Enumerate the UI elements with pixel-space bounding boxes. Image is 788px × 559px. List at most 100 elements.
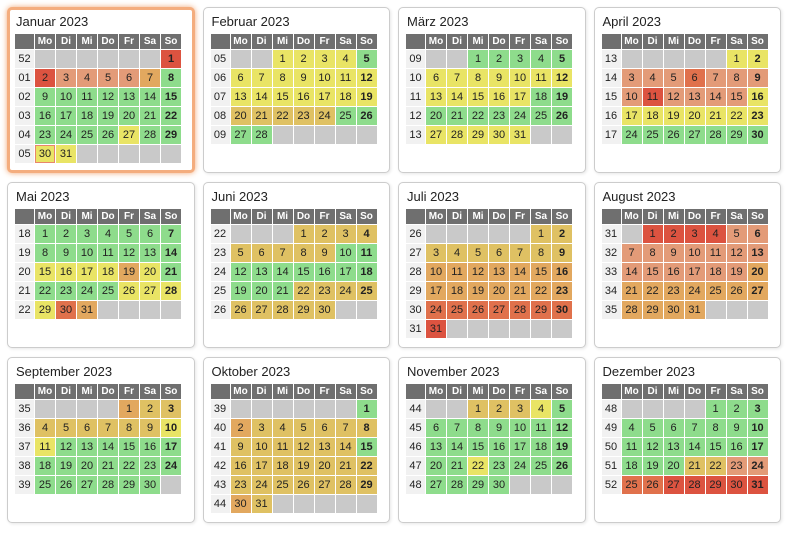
day-cell[interactable]: 3 — [621, 69, 642, 87]
day-cell[interactable]: 9 — [489, 69, 509, 87]
day-cell[interactable]: 3 — [510, 50, 530, 68]
day-cell[interactable]: 2 — [747, 50, 768, 68]
day-cell[interactable]: 21 — [251, 107, 272, 125]
day-cell[interactable]: 7 — [161, 225, 181, 243]
day-cell[interactable]: 10 — [56, 88, 76, 106]
day-cell[interactable]: 2 — [552, 225, 572, 243]
day-cell[interactable]: 26 — [468, 301, 488, 319]
day-cell[interactable]: 17 — [684, 263, 705, 281]
day-cell[interactable]: 9 — [314, 244, 335, 262]
day-cell[interactable]: 10 — [335, 244, 356, 262]
day-cell[interactable]: 11 — [531, 69, 551, 87]
day-cell[interactable]: 10 — [314, 69, 335, 87]
day-cell[interactable]: 25 — [531, 107, 551, 125]
day-cell[interactable]: 16 — [552, 263, 572, 281]
day-cell[interactable]: 13 — [140, 244, 160, 262]
day-cell[interactable]: 1 — [468, 400, 488, 418]
day-cell[interactable]: 4 — [642, 69, 663, 87]
day-cell[interactable]: 24 — [161, 457, 181, 475]
day-cell[interactable]: 26 — [726, 282, 747, 300]
day-cell[interactable]: 20 — [230, 107, 251, 125]
day-cell[interactable]: 26 — [119, 282, 139, 300]
day-cell[interactable]: 24 — [314, 107, 335, 125]
day-cell[interactable]: 19 — [230, 282, 251, 300]
day-cell[interactable]: 10 — [251, 438, 272, 456]
day-cell[interactable]: 23 — [489, 457, 509, 475]
day-cell[interactable]: 15 — [468, 88, 488, 106]
day-cell[interactable]: 22 — [705, 457, 726, 475]
day-cell[interactable]: 23 — [489, 107, 509, 125]
day-cell[interactable]: 31 — [77, 301, 97, 319]
day-cell[interactable]: 25 — [447, 301, 467, 319]
day-cell[interactable]: 7 — [140, 69, 160, 87]
day-cell[interactable]: 12 — [119, 244, 139, 262]
day-cell[interactable]: 3 — [510, 400, 530, 418]
day-cell[interactable]: 14 — [705, 88, 726, 106]
day-cell[interactable]: 28 — [447, 476, 467, 494]
day-cell[interactable]: 3 — [684, 225, 705, 243]
day-cell[interactable]: 24 — [510, 457, 530, 475]
day-cell[interactable]: 5 — [552, 400, 572, 418]
day-cell[interactable]: 17 — [510, 88, 530, 106]
day-cell[interactable]: 17 — [251, 457, 272, 475]
day-cell[interactable]: 21 — [272, 282, 293, 300]
day-cell[interactable]: 17 — [56, 107, 76, 125]
day-cell[interactable]: 1 — [293, 225, 314, 243]
day-cell[interactable]: 7 — [335, 419, 356, 437]
day-cell[interactable]: 21 — [447, 457, 467, 475]
day-cell[interactable]: 30 — [314, 301, 335, 319]
day-cell[interactable]: 24 — [77, 282, 97, 300]
day-cell[interactable]: 30 — [663, 301, 684, 319]
day-cell[interactable]: 15 — [293, 263, 314, 281]
day-cell[interactable]: 7 — [510, 244, 530, 262]
day-cell[interactable]: 26 — [663, 126, 684, 144]
day-cell[interactable]: 4 — [531, 400, 551, 418]
day-cell[interactable]: 24 — [335, 282, 356, 300]
day-cell[interactable]: 14 — [140, 88, 160, 106]
day-cell[interactable]: 23 — [726, 457, 747, 475]
day-cell[interactable]: 19 — [293, 457, 314, 475]
day-cell[interactable]: 27 — [77, 476, 97, 494]
day-cell[interactable]: 16 — [56, 263, 76, 281]
day-cell[interactable]: 14 — [447, 88, 467, 106]
day-cell[interactable]: 18 — [531, 88, 551, 106]
day-cell[interactable]: 27 — [426, 476, 446, 494]
day-cell[interactable]: 7 — [98, 419, 118, 437]
day-cell[interactable]: 20 — [77, 457, 97, 475]
day-cell[interactable]: 24 — [426, 301, 446, 319]
day-cell[interactable]: 6 — [140, 225, 160, 243]
day-cell[interactable]: 7 — [272, 244, 293, 262]
day-cell[interactable]: 8 — [356, 419, 377, 437]
day-cell[interactable]: 24 — [684, 282, 705, 300]
day-cell[interactable]: 16 — [35, 107, 55, 125]
day-cell[interactable]: 8 — [119, 419, 139, 437]
day-cell[interactable]: 12 — [726, 244, 747, 262]
day-cell[interactable]: 18 — [272, 457, 293, 475]
day-cell[interactable]: 13 — [77, 438, 97, 456]
day-cell[interactable]: 29 — [531, 301, 551, 319]
day-cell[interactable]: 27 — [140, 282, 160, 300]
day-cell[interactable]: 11 — [621, 438, 642, 456]
day-cell[interactable]: 23 — [35, 126, 55, 144]
day-cell[interactable]: 7 — [447, 69, 467, 87]
day-cell[interactable]: 23 — [747, 107, 768, 125]
day-cell[interactable]: 23 — [56, 282, 76, 300]
day-cell[interactable]: 7 — [447, 419, 467, 437]
day-cell[interactable]: 22 — [35, 282, 55, 300]
day-cell[interactable]: 21 — [447, 107, 467, 125]
day-cell[interactable]: 11 — [447, 263, 467, 281]
day-cell[interactable]: 21 — [140, 107, 160, 125]
day-cell[interactable]: 20 — [251, 282, 272, 300]
day-cell[interactable]: 17 — [621, 107, 642, 125]
day-cell[interactable]: 6 — [489, 244, 509, 262]
day-cell[interactable]: 12 — [663, 88, 684, 106]
day-cell[interactable]: 31 — [56, 145, 76, 163]
day-cell[interactable]: 5 — [468, 244, 488, 262]
day-cell[interactable]: 15 — [468, 438, 488, 456]
day-cell[interactable]: 10 — [510, 419, 530, 437]
day-cell[interactable]: 8 — [161, 69, 181, 87]
day-cell[interactable]: 9 — [747, 69, 768, 87]
day-cell[interactable]: 25 — [335, 107, 356, 125]
day-cell[interactable]: 6 — [251, 244, 272, 262]
day-cell[interactable]: 14 — [98, 438, 118, 456]
